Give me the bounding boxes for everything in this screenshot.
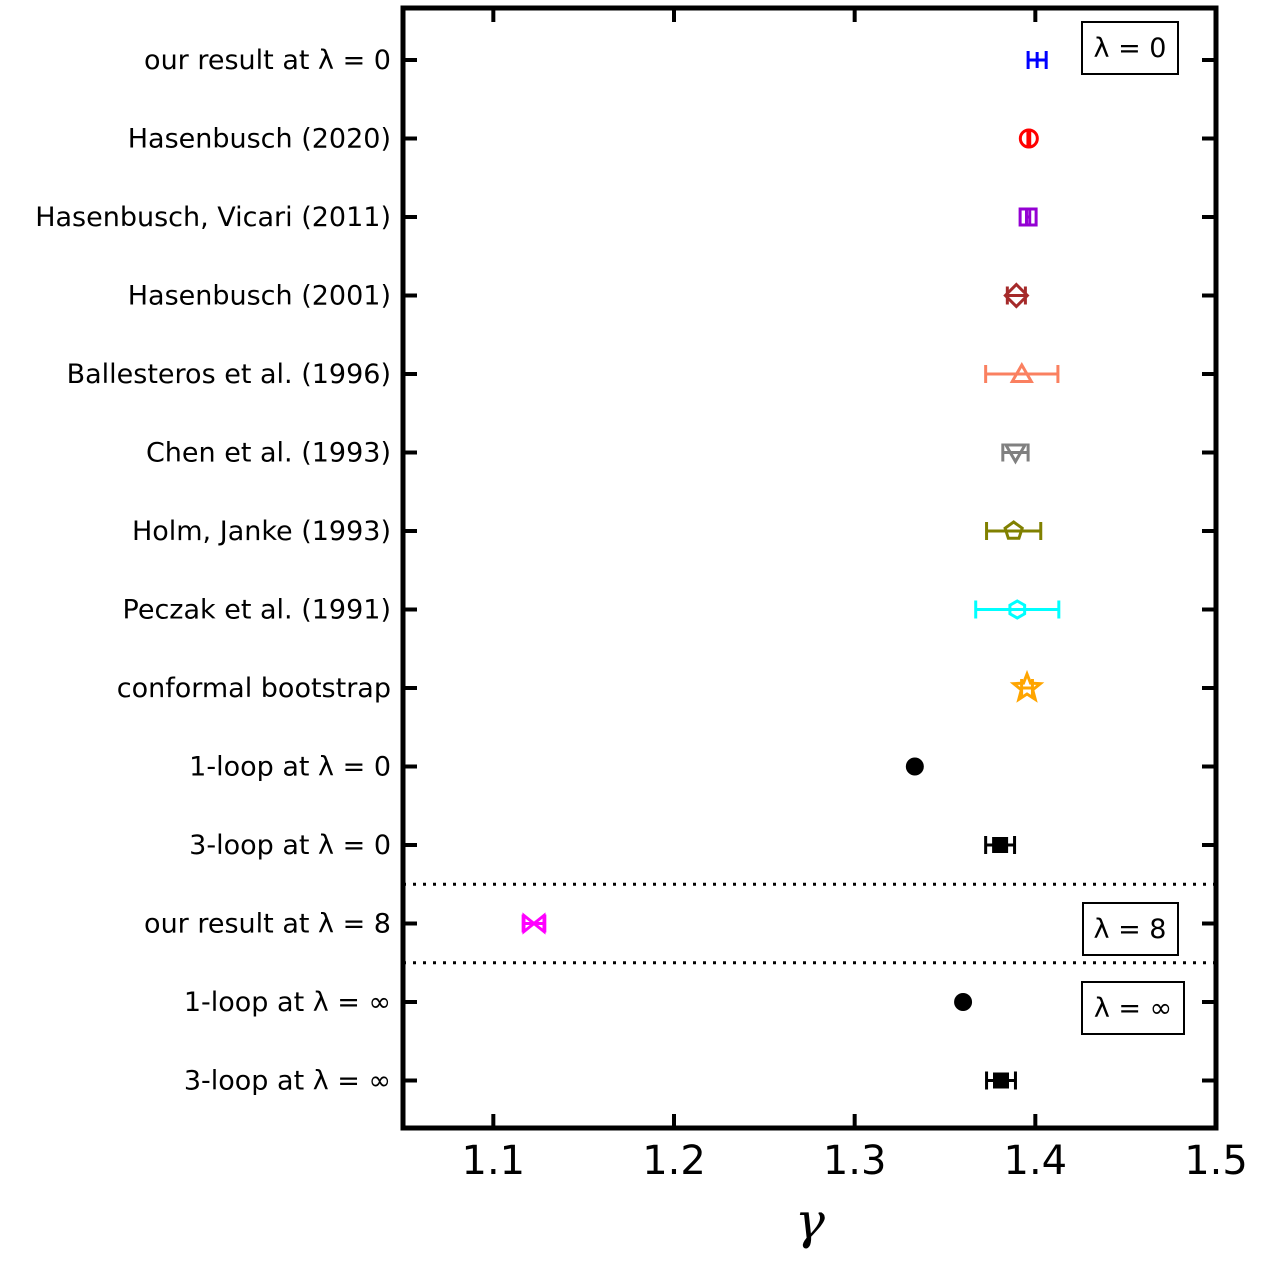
point-conformal-bootstrap <box>1009 669 1045 703</box>
point-3-loop-at-0 <box>984 836 1017 854</box>
y-label-conformal-bootstrap: conformal bootstrap <box>117 673 391 704</box>
region-label-boxes: λ = 0 λ = 8 λ = ∞ <box>1081 21 1185 1035</box>
y-label-hasenbusch-2020: Hasenbusch (2020) <box>128 124 391 155</box>
y-label-peczak-et-al-1991: Peczak et al. (1991) <box>123 595 391 626</box>
point-our-result-at-8 <box>521 912 547 935</box>
point-1-loop-at-marker <box>954 993 973 1011</box>
point-3-loop-at <box>985 1071 1017 1090</box>
y-label-hasenbusch-2001: Hasenbusch (2001) <box>128 281 391 312</box>
point-hasenbusch-2001-marker <box>1003 282 1030 309</box>
point-hasenbusch-2020 <box>1018 128 1039 149</box>
point-3-loop-at-marker <box>993 1072 1010 1089</box>
point-our-result-at-0 <box>1026 51 1048 69</box>
y-label-1-loop-at: 1-loop at λ = ∞ <box>184 987 391 1018</box>
point-ballesteros-et-al-1996 <box>984 361 1060 383</box>
axes-frame <box>400 5 1219 1131</box>
y-label-ballesteros-et-al-1996: Ballesteros et al. (1996) <box>67 359 391 390</box>
region-box-lambda-inf <box>1081 981 1185 1035</box>
x-tick-label-2: 1.3 <box>823 1138 887 1184</box>
region-box-lambda-8 <box>1082 902 1179 956</box>
region-label-lambda-8: λ = 8 <box>1094 914 1167 945</box>
point-holm-janke-1993-marker <box>1003 520 1024 540</box>
x-ticks <box>491 8 1218 1128</box>
data-points <box>521 51 1061 1090</box>
y-tick-labels: our result at λ = 0 Hasenbusch (2020) Hase… <box>35 45 391 1097</box>
y-label-our-result-at-8: our result at λ = 8 <box>144 909 391 940</box>
point-1-loop-at-0-marker <box>905 757 924 776</box>
point-ballesteros-et-al-1996-marker <box>1009 361 1034 383</box>
region-label-lambda-0: λ = 0 <box>1094 33 1167 64</box>
y-label-3-loop-at-0: 3-loop at λ = 0 <box>189 830 391 861</box>
y-label-our-result-at-0: our result at λ = 0 <box>144 45 391 76</box>
point-hasenbusch-2001 <box>1003 282 1030 309</box>
y-label-1-loop-at-0: 1-loop at λ = 0 <box>189 752 391 783</box>
point-conformal-bootstrap-marker <box>1009 669 1045 703</box>
point-peczak-et-al-1991 <box>974 599 1061 620</box>
x-tick-label-0: 1.1 <box>462 1138 526 1184</box>
x-tick-label-1: 1.2 <box>642 1138 706 1184</box>
point-3-loop-at-0-marker <box>992 837 1009 853</box>
point-1-loop-at <box>954 993 973 1011</box>
region-box-lambda-0 <box>1081 21 1179 75</box>
x-tick-label-3: 1.4 <box>1004 1138 1068 1184</box>
point-hasenbusch-vicari-2011 <box>1018 207 1038 227</box>
point-hasenbusch-vicari-2011-marker <box>1018 207 1038 227</box>
point-hasenbusch-2020-marker <box>1018 128 1039 149</box>
x-axis-label: γ <box>795 1192 825 1250</box>
point-chen-et-al-1993 <box>1001 443 1030 465</box>
point-chen-et-al-1993-marker <box>1003 443 1028 465</box>
y-label-3-loop-at: 3-loop at λ = ∞ <box>184 1066 391 1097</box>
x-tick-labels: 1.1 1.2 1.3 1.4 1.5 <box>462 1138 1248 1184</box>
x-tick-label-4: 1.5 <box>1184 1138 1248 1184</box>
point-our-result-at-8-marker <box>522 912 546 935</box>
y-label-hasenbusch-vicari-2011: Hasenbusch, Vicari (2011) <box>35 202 391 233</box>
region-label-lambda-inf: λ = ∞ <box>1094 993 1172 1024</box>
y-label-holm-janke-1993: Holm, Janke (1993) <box>132 516 391 547</box>
point-1-loop-at-0 <box>905 757 924 776</box>
point-peczak-et-al-1991-marker <box>1008 599 1027 620</box>
y-label-chen-et-al-1993: Chen et al. (1993) <box>146 438 391 469</box>
point-holm-janke-1993 <box>985 520 1043 540</box>
